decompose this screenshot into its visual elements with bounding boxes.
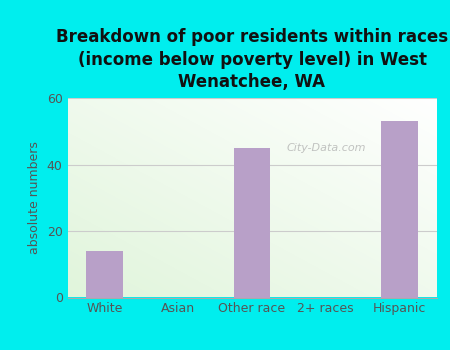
- Y-axis label: absolute numbers: absolute numbers: [28, 141, 41, 254]
- Bar: [86, 251, 123, 298]
- Bar: [234, 148, 270, 298]
- Text: City-Data.com: City-Data.com: [286, 143, 365, 153]
- Bar: [381, 121, 418, 298]
- Title: Breakdown of poor residents within races
(income below poverty level) in West
We: Breakdown of poor residents within races…: [56, 28, 448, 91]
